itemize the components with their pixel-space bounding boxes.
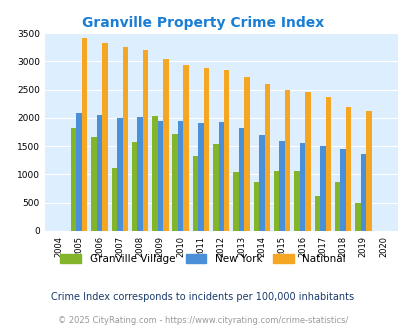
Bar [294, 171, 299, 231]
Bar [183, 65, 188, 231]
Bar [305, 92, 310, 231]
Bar [76, 113, 82, 231]
Bar [299, 143, 305, 231]
Bar [122, 47, 128, 231]
Bar [163, 59, 168, 231]
Bar [325, 97, 330, 231]
Bar [213, 144, 218, 231]
Bar [273, 171, 279, 231]
Bar [82, 38, 87, 231]
Bar [244, 77, 249, 231]
Bar [345, 107, 350, 231]
Legend: Granville Village, New York, National: Granville Village, New York, National [57, 251, 348, 267]
Bar [365, 111, 371, 231]
Bar [91, 137, 96, 231]
Bar [137, 117, 143, 231]
Bar [172, 134, 177, 231]
Bar [143, 50, 148, 231]
Bar [314, 196, 319, 231]
Bar [284, 90, 290, 231]
Bar [177, 121, 183, 231]
Bar [132, 142, 137, 231]
Bar [360, 154, 365, 231]
Text: Granville Property Crime Index: Granville Property Crime Index [82, 16, 323, 30]
Bar [264, 84, 269, 231]
Bar [96, 115, 102, 231]
Bar [71, 128, 76, 231]
Bar [279, 141, 284, 231]
Bar [233, 172, 238, 231]
Bar [111, 168, 117, 231]
Bar [117, 118, 122, 231]
Bar [224, 70, 229, 231]
Bar [218, 122, 224, 231]
Bar [152, 116, 157, 231]
Bar [354, 203, 360, 231]
Bar [192, 156, 198, 231]
Bar [238, 128, 244, 231]
Bar [258, 135, 264, 231]
Bar [203, 68, 209, 231]
Bar [319, 146, 325, 231]
Bar [102, 43, 107, 231]
Bar [334, 182, 339, 231]
Bar [339, 149, 345, 231]
Bar [198, 123, 203, 231]
Text: © 2025 CityRating.com - https://www.cityrating.com/crime-statistics/: © 2025 CityRating.com - https://www.city… [58, 315, 347, 325]
Bar [253, 182, 258, 231]
Bar [157, 121, 163, 231]
Text: Crime Index corresponds to incidents per 100,000 inhabitants: Crime Index corresponds to incidents per… [51, 292, 354, 302]
